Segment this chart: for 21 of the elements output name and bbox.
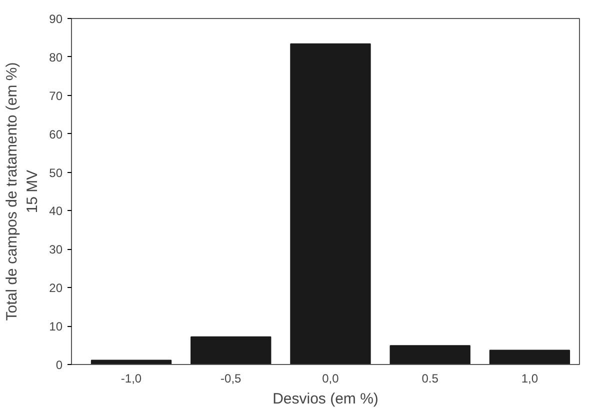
y-tick-label: 0 (56, 358, 63, 372)
y-tick-label: 40 (49, 204, 63, 218)
y-axis-title: Total de campos de tratamento (em %) 15 MV (4, 62, 42, 321)
bar (190, 336, 272, 364)
x-tick-label: -1,0 (120, 372, 142, 386)
y-tick-label: 70 (49, 88, 63, 103)
y-tick-label: 90 (49, 12, 63, 26)
x-tick-label: 1,0 (521, 372, 538, 386)
bar (390, 345, 470, 364)
y-tick-label: 50 (49, 166, 63, 180)
y-tick-label: 80 (49, 50, 63, 64)
x-axis-title: Desvios (em %) (272, 390, 378, 408)
y-tick-label: 30 (49, 242, 63, 257)
x-tick-label: 0,0 (322, 372, 340, 386)
bar (489, 350, 570, 364)
x-tick-label: 0.5 (422, 372, 439, 386)
bar (290, 43, 371, 364)
y-tick-label: 10 (49, 320, 63, 334)
y-tick-label: 20 (49, 281, 63, 296)
y-tick-label: 60 (49, 127, 63, 142)
x-tick-label: -0,5 (220, 372, 242, 386)
